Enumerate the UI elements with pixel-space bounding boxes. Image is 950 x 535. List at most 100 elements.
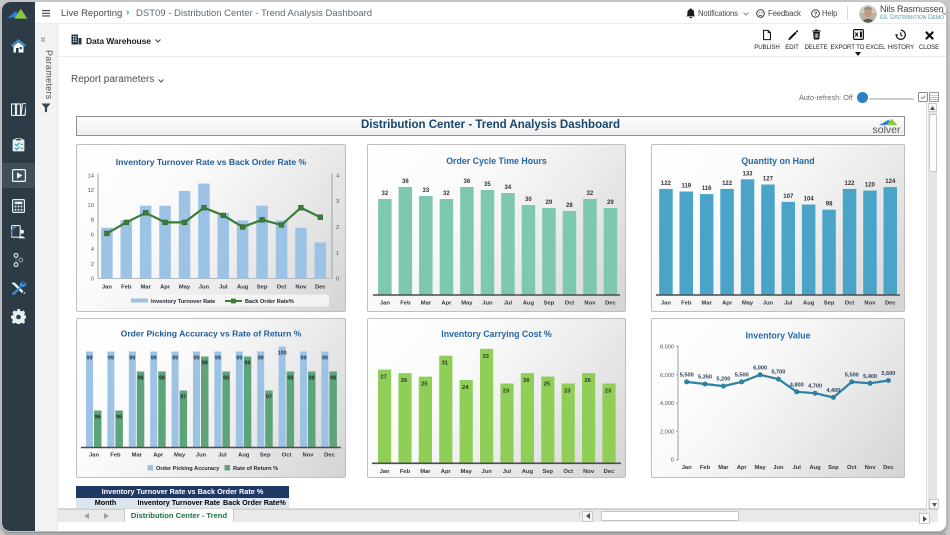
svg-text:5,500: 5,500 — [735, 372, 749, 378]
svg-text:Jul: Jul — [793, 465, 802, 471]
svg-text:Feb: Feb — [400, 301, 411, 307]
svg-text:14: 14 — [88, 174, 95, 180]
svg-text:98: 98 — [138, 376, 144, 382]
svg-text:34: 34 — [505, 185, 512, 191]
svg-text:120: 120 — [865, 183, 876, 189]
svg-text:96: 96 — [95, 415, 101, 421]
svg-text:119: 119 — [681, 184, 691, 190]
svg-text:5,600: 5,600 — [881, 371, 895, 377]
svg-text:Oct: Oct — [563, 469, 573, 475]
svg-text:Jul: Jul — [219, 285, 228, 291]
svg-text:Quantity on Hand: Quantity on Hand — [741, 156, 814, 166]
svg-text:98: 98 — [287, 376, 293, 382]
svg-text:Jan: Jan — [380, 301, 390, 307]
svg-text:Inventory Turnover Rate: Inventory Turnover Rate — [151, 299, 215, 305]
svg-text:122: 122 — [661, 181, 672, 187]
svg-text:26: 26 — [523, 378, 530, 384]
svg-text:Mar: Mar — [702, 301, 713, 307]
svg-text:May: May — [754, 465, 766, 471]
svg-text:98: 98 — [223, 376, 229, 382]
svg-text:122: 122 — [844, 181, 855, 187]
svg-text:0: 0 — [91, 277, 94, 283]
svg-text:Sep: Sep — [542, 469, 553, 475]
svg-text:Apr: Apr — [153, 453, 164, 459]
svg-text:127: 127 — [763, 177, 774, 183]
svg-text:Oct: Oct — [282, 453, 292, 459]
svg-text:Apr: Apr — [441, 469, 452, 475]
svg-text:Apr: Apr — [722, 301, 733, 307]
svg-text:6,000: 6,000 — [660, 373, 674, 379]
svg-text:29: 29 — [607, 200, 614, 206]
svg-text:33: 33 — [423, 188, 430, 194]
svg-text:99: 99 — [87, 356, 93, 362]
svg-text:99: 99 — [322, 356, 328, 362]
svg-text:99: 99 — [215, 356, 221, 362]
svg-text:Apr: Apr — [160, 285, 171, 291]
svg-text:104: 104 — [804, 197, 815, 203]
svg-text:Jul: Jul — [784, 301, 793, 307]
svg-text:Order Picking Accuracy vs Rate: Order Picking Accuracy vs Rate of Return… — [121, 329, 302, 339]
svg-text:10: 10 — [88, 203, 94, 209]
svg-text:8,000: 8,000 — [660, 345, 674, 351]
svg-text:May: May — [742, 301, 754, 307]
svg-text:Nov: Nov — [864, 301, 876, 307]
svg-text:2: 2 — [91, 262, 94, 268]
svg-text:4,000: 4,000 — [660, 401, 674, 407]
svg-text:96: 96 — [116, 415, 122, 421]
svg-text:32: 32 — [443, 191, 450, 197]
svg-text:Sep: Sep — [824, 301, 835, 307]
svg-text:Jun: Jun — [763, 301, 774, 307]
svg-text:99: 99 — [108, 356, 114, 362]
svg-text:Nov: Nov — [583, 469, 595, 475]
svg-text:Inventory Value: Inventory Value — [745, 331, 810, 341]
svg-text:Dec: Dec — [315, 285, 326, 291]
svg-text:Jan: Jan — [89, 453, 99, 459]
svg-text:Aug: Aug — [522, 469, 534, 475]
svg-text:5,400: 5,400 — [863, 374, 877, 380]
svg-text:Jan: Jan — [661, 301, 671, 307]
svg-text:23: 23 — [503, 389, 510, 395]
svg-text:Dec: Dec — [324, 453, 335, 459]
svg-text:Nov: Nov — [303, 453, 315, 459]
svg-text:3: 3 — [336, 199, 339, 205]
svg-text:Sep: Sep — [544, 301, 555, 307]
svg-text:Back Order Rate%: Back Order Rate% — [245, 299, 294, 305]
svg-text:Order Picking Accuracy: Order Picking Accuracy — [156, 466, 220, 472]
svg-text:Nov: Nov — [584, 301, 596, 307]
svg-text:Jun: Jun — [773, 465, 784, 471]
svg-text:Apr: Apr — [737, 465, 748, 471]
svg-text:99: 99 — [194, 356, 200, 362]
svg-text:Oct: Oct — [845, 301, 855, 307]
svg-text:Feb: Feb — [121, 285, 132, 291]
svg-text:2: 2 — [336, 225, 339, 231]
svg-text:99: 99 — [202, 361, 208, 367]
svg-text:Feb: Feb — [110, 453, 121, 459]
svg-text:6,000: 6,000 — [753, 365, 767, 371]
svg-text:4,400: 4,400 — [826, 388, 840, 394]
svg-text:Dec: Dec — [883, 465, 894, 471]
svg-text:Sep: Sep — [260, 453, 271, 459]
svg-text:4: 4 — [91, 247, 95, 253]
svg-text:Oct: Oct — [277, 285, 287, 291]
svg-text:Jan: Jan — [682, 465, 692, 471]
svg-text:Apr: Apr — [441, 301, 452, 307]
svg-text:100: 100 — [278, 351, 287, 357]
svg-text:Inventory Turnover Rate vs Bac: Inventory Turnover Rate vs Back Order Ra… — [116, 157, 307, 167]
svg-text:Aug: Aug — [523, 301, 535, 307]
svg-text:Mar: Mar — [132, 453, 143, 459]
svg-text:Oct: Oct — [847, 465, 857, 471]
svg-text:Dec: Dec — [605, 301, 616, 307]
svg-text:33: 33 — [482, 354, 489, 360]
svg-text:Jul: Jul — [218, 453, 227, 459]
svg-text:99: 99 — [129, 356, 135, 362]
svg-text:35: 35 — [484, 182, 491, 188]
svg-text:99: 99 — [236, 356, 242, 362]
svg-text:1: 1 — [336, 251, 339, 257]
svg-text:May: May — [174, 453, 186, 459]
svg-text:Jul: Jul — [504, 301, 513, 307]
svg-text:27: 27 — [380, 375, 386, 381]
svg-text:29: 29 — [546, 200, 553, 206]
svg-text:Aug: Aug — [809, 465, 821, 471]
svg-text:Rate of Return %: Rate of Return % — [233, 466, 278, 472]
svg-text:98: 98 — [309, 376, 315, 382]
